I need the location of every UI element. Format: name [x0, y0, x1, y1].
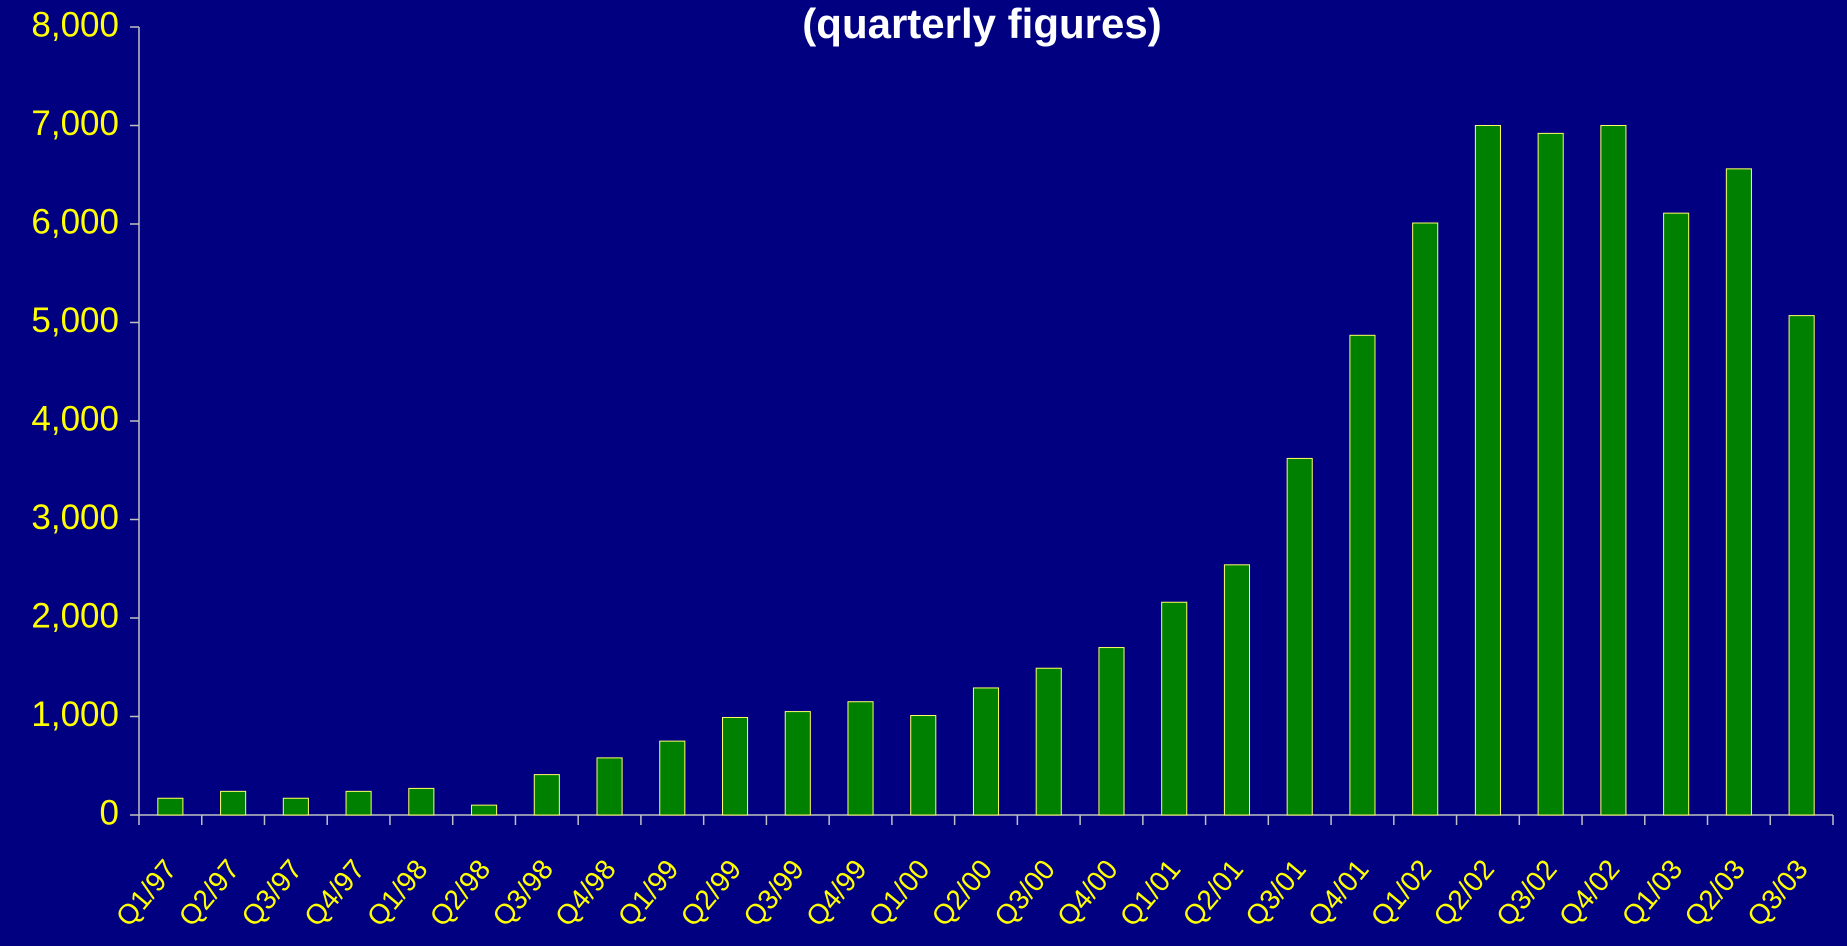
bar — [784, 711, 811, 816]
bar — [1725, 168, 1752, 816]
y-tick-label: 1,000 — [31, 695, 119, 734]
bar — [157, 797, 184, 816]
bar — [847, 701, 874, 816]
bar — [972, 687, 1000, 816]
bar — [1537, 132, 1564, 816]
chart-title: (quarterly figures) — [802, 0, 1161, 47]
y-tick-label: 6,000 — [31, 202, 119, 241]
bar — [1161, 601, 1188, 816]
bar — [1035, 667, 1062, 816]
bar — [471, 804, 498, 816]
bar — [1412, 222, 1439, 816]
y-tick-label: 7,000 — [31, 104, 119, 143]
bar — [1474, 125, 1501, 816]
bar — [1286, 457, 1313, 816]
y-tick-label: 5,000 — [31, 301, 119, 340]
bar — [1098, 647, 1125, 816]
bar — [220, 790, 247, 816]
bar — [345, 790, 372, 816]
bar — [408, 787, 435, 816]
bar — [282, 797, 309, 816]
bar — [596, 757, 623, 816]
bar — [1349, 334, 1376, 816]
bar — [721, 716, 749, 816]
bar — [1663, 212, 1690, 816]
bar — [1600, 125, 1627, 816]
bar — [659, 740, 686, 816]
y-tick-label: 4,000 — [31, 399, 119, 438]
bar — [533, 774, 560, 816]
bar — [1788, 315, 1815, 816]
bar — [910, 715, 937, 816]
y-tick-label: 0 — [100, 793, 119, 832]
y-tick-label: 8,000 — [31, 5, 119, 44]
y-tick-label: 3,000 — [31, 498, 119, 537]
bar — [1223, 564, 1251, 816]
y-tick-label: 2,000 — [31, 596, 119, 635]
